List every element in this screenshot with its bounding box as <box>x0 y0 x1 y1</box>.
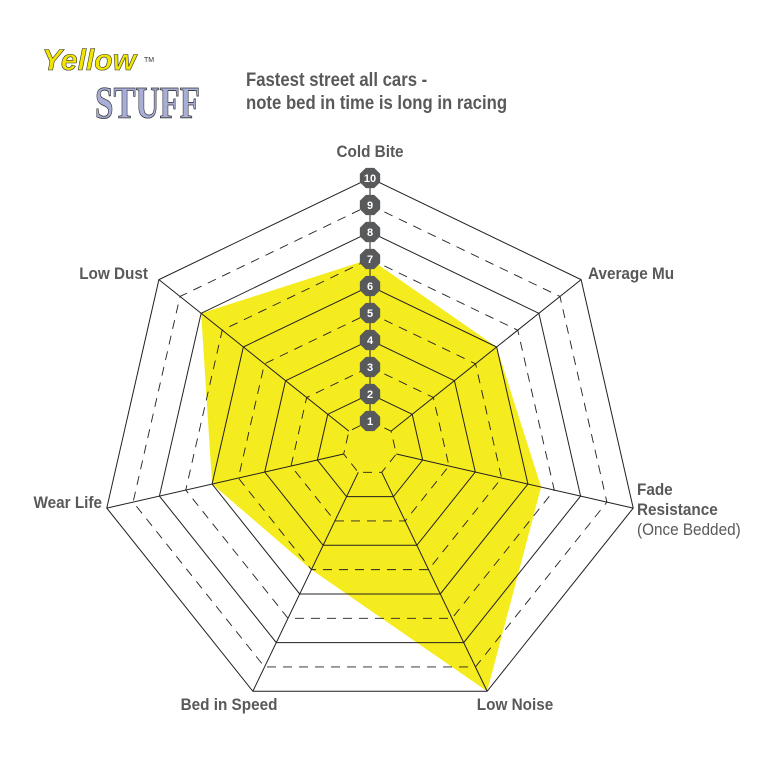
axis-label: Bed in Speed <box>181 695 278 714</box>
tick-label: 9 <box>367 200 373 212</box>
axis-spoke <box>158 279 350 432</box>
grid-ring-4 <box>264 339 476 546</box>
tick-label: 10 <box>364 173 376 185</box>
axis-label: Resistance <box>637 500 718 519</box>
axis-label: Cold Bite <box>336 142 403 161</box>
tick-badge <box>359 194 381 216</box>
svg-text:Yellow: Yellow <box>42 44 138 77</box>
subtitle-line-2: note bed in time is long in racing <box>246 93 508 114</box>
axis-label: Fade <box>637 480 673 499</box>
tick-badge <box>359 221 381 243</box>
tick-badge <box>359 383 381 405</box>
grid-ring-2 <box>316 393 424 498</box>
grid-ring-3 <box>290 366 450 522</box>
svg-text:STUFF: STUFF <box>95 77 200 123</box>
axis-label: Wear Life <box>33 493 102 512</box>
data-area <box>201 259 542 692</box>
tick-label: 8 <box>367 227 373 239</box>
axis-spoke <box>106 453 344 509</box>
tick-label: 7 <box>367 254 373 266</box>
axis-spoke <box>390 279 582 432</box>
axis-spoke <box>396 453 634 509</box>
tick-badge <box>359 329 381 351</box>
tick-badge <box>359 410 381 432</box>
tick-label: 3 <box>367 362 373 374</box>
yellow-stuff-logo: Yellow STUFF TM <box>42 44 201 123</box>
tick-label: 1 <box>367 416 373 428</box>
axis-label: Average Mu <box>588 264 674 283</box>
svg-text:TM: TM <box>144 57 154 64</box>
axis-label: Low Noise <box>477 695 553 714</box>
axis-sublabel: (Once Bedded) <box>637 520 741 539</box>
tick-badge <box>359 275 381 297</box>
tick-badge <box>359 167 381 189</box>
grid-ring-10 <box>106 177 634 692</box>
tick-label: 5 <box>367 308 373 320</box>
grid-ring-1 <box>343 420 397 473</box>
grid-ring-5 <box>237 312 503 571</box>
grid-ring-8 <box>158 231 582 644</box>
tick-label: 6 <box>367 281 373 293</box>
tick-label: 4 <box>367 335 374 347</box>
grid-ring-9 <box>132 204 608 668</box>
tick-badge <box>359 248 381 270</box>
axis-spoke <box>252 472 359 692</box>
subtitle-line-1: Fastest street all cars - <box>246 70 428 91</box>
grid-ring-6 <box>211 285 529 595</box>
tick-label: 2 <box>367 389 373 401</box>
axis-spoke <box>381 472 488 692</box>
tick-badge <box>359 356 381 378</box>
tick-badge <box>359 302 381 324</box>
axis-label: Low Dust <box>79 264 148 283</box>
